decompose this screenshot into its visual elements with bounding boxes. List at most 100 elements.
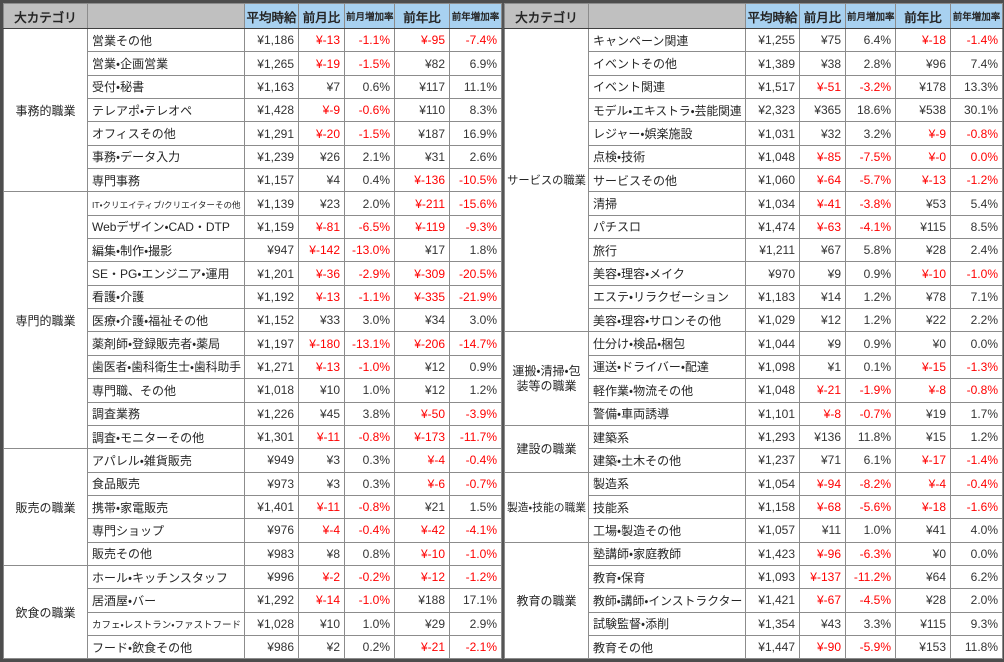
value-cell: ¥10 xyxy=(298,378,345,403)
value-cell: ¥-63 xyxy=(799,214,846,240)
value-cell: ¥-36 xyxy=(298,261,345,286)
subcategory-cell: 点検・技術 xyxy=(588,144,746,170)
value-cell: ¥1,389 xyxy=(745,51,800,76)
table-row: 調査業務 ¥1,226 ¥45 3.8% ¥-50 -3.9% xyxy=(4,401,502,426)
value-cell: ¥1,293 xyxy=(745,424,800,450)
table-row: 教師・講師・インストラクター ¥1,421 ¥-67 -4.5% ¥28 2.0% xyxy=(505,588,1003,613)
value-cell: ¥1,237 xyxy=(745,448,800,473)
subcategory-cell: 医療・介護・福祉その他 xyxy=(87,308,245,333)
value-cell: ¥4 xyxy=(298,168,345,193)
value-cell: 6.9% xyxy=(449,51,502,76)
value-cell: ¥8 xyxy=(298,541,345,566)
value-cell: ¥1,031 xyxy=(745,121,800,146)
value-cell: ¥-119 xyxy=(394,214,450,240)
value-cell: 6.1% xyxy=(845,448,896,473)
subcategory-cell: 居酒屋・バー xyxy=(87,588,245,613)
value-cell: ¥-309 xyxy=(394,261,450,286)
value-cell: -5.6% xyxy=(845,494,896,520)
subcategory-cell: 食品販売 xyxy=(87,471,245,496)
value-cell: ¥-8 xyxy=(895,378,951,403)
value-cell: -13.1% xyxy=(344,331,395,356)
value-cell: 4.0% xyxy=(950,518,1003,543)
value-cell: ¥-18 xyxy=(895,27,951,53)
table-row: 調査・モニターその他 ¥1,301 ¥-11 -0.8% ¥-173 -11.7% xyxy=(4,424,502,450)
subcategory-cell: キャンペーン関連 xyxy=(588,27,746,53)
table-row: 営業・企画営業 ¥1,265 ¥-19 -1.5% ¥82 6.9% xyxy=(4,51,502,76)
value-cell: ¥-41 xyxy=(799,191,846,216)
value-cell: -0.7% xyxy=(449,471,502,496)
value-cell: ¥53 xyxy=(895,191,951,216)
table-row: 専門職、その他 ¥1,018 ¥10 1.0% ¥12 1.2% xyxy=(4,378,502,403)
subcategory-cell: 美容・理容・メイク xyxy=(588,261,746,286)
table-body-left: 事務的職業 営業その他 ¥1,186 ¥-13 -1.1% ¥-95 -7.4% 営業・企画営… xyxy=(3,27,502,660)
value-cell: ¥10 xyxy=(298,611,345,636)
value-cell: ¥-13 xyxy=(298,354,345,380)
value-cell: ¥-142 xyxy=(298,238,345,263)
value-cell: ¥28 xyxy=(895,588,951,613)
value-cell: 0.9% xyxy=(845,261,896,286)
table-row: エステ・リラクゼーション ¥1,183 ¥14 1.2% ¥78 7.1% xyxy=(505,284,1003,310)
category-cell: 教育の職業 xyxy=(504,541,589,660)
value-cell: ¥26 xyxy=(298,144,345,170)
value-cell: ¥-42 xyxy=(394,518,450,543)
subcategory-cell: 教師・講師・インストラクター xyxy=(588,588,746,613)
value-cell: 0.2% xyxy=(344,634,395,660)
value-cell: ¥1,192 xyxy=(244,284,299,310)
subcategory-cell: 編集・制作・撮影 xyxy=(87,238,245,263)
value-cell: ¥-13 xyxy=(895,168,951,193)
value-cell: ¥-51 xyxy=(799,74,846,100)
value-cell: ¥43 xyxy=(799,611,846,636)
value-cell: ¥0 xyxy=(895,541,951,566)
value-cell: ¥12 xyxy=(799,308,846,333)
column-header: 平均時給 xyxy=(745,3,800,29)
value-cell: -1.5% xyxy=(344,121,395,146)
value-cell: -1.0% xyxy=(950,261,1003,286)
table-row: 旅行 ¥1,211 ¥67 5.8% ¥28 2.4% xyxy=(505,238,1003,263)
value-cell: ¥2,323 xyxy=(745,98,800,123)
table-row: 運搬・清掃・包装等の職業 仕分け・検品・梱包 ¥1,044 ¥9 0.9% ¥0 0.0% xyxy=(504,331,1003,426)
value-cell: 6.4% xyxy=(845,27,896,53)
value-cell: 11.8% xyxy=(950,634,1003,660)
table-row: 技能系 ¥1,158 ¥-68 -5.6% ¥-18 -1.6% xyxy=(505,494,1003,520)
value-cell: ¥1,152 xyxy=(244,308,299,333)
table-row: 教育・保育 ¥1,093 ¥-137 -11.2% ¥64 6.2% xyxy=(505,564,1003,590)
column-header: 前月比 xyxy=(799,3,846,29)
table-row: 教育の職業 塾講師・家庭教師 ¥1,423 ¥-96 -6.3% ¥0 0.0% xyxy=(504,541,1003,660)
table-row: 医療・介護・福祉その他 ¥1,152 ¥33 3.0% ¥34 3.0% xyxy=(4,308,502,333)
value-cell: ¥1,255 xyxy=(745,27,800,53)
value-cell: -1.2% xyxy=(449,564,502,590)
value-cell: ¥970 xyxy=(745,261,800,286)
subcategory-cell: 仕分け・検品・梱包 xyxy=(588,331,746,356)
subcategory-cell: Webデザイン・CAD・DTP xyxy=(87,214,245,240)
value-cell: ¥34 xyxy=(394,308,450,333)
value-cell: ¥1,301 xyxy=(244,424,299,450)
value-cell: -21.9% xyxy=(449,284,502,310)
column-header: 前月比 xyxy=(298,3,345,29)
value-cell: -0.8% xyxy=(950,121,1003,146)
value-cell: ¥178 xyxy=(895,74,951,100)
value-cell: ¥1,093 xyxy=(745,564,800,590)
value-cell: ¥96 xyxy=(895,51,951,76)
value-cell: ¥1,098 xyxy=(745,354,800,380)
table-row: テレアポ・テレオペ ¥1,428 ¥-9 -0.6% ¥110 8.3% xyxy=(4,98,502,123)
value-cell: ¥1,239 xyxy=(244,144,299,170)
column-header-subcategory xyxy=(87,3,245,29)
value-cell: ¥-81 xyxy=(298,214,345,240)
subcategory-cell: 技能系 xyxy=(588,494,746,520)
value-cell: 0.1% xyxy=(845,354,896,380)
value-cell: ¥1,201 xyxy=(244,261,299,286)
subcategory-cell: 工場・製造その他 xyxy=(588,518,746,543)
value-cell: ¥949 xyxy=(244,448,299,473)
column-header: 前年増加率 xyxy=(449,3,502,29)
table-row: 編集・制作・撮影 ¥947 ¥-142 -13.0% ¥17 1.8% xyxy=(4,238,502,263)
value-cell: -0.2% xyxy=(344,564,395,590)
value-cell: 7.4% xyxy=(950,51,1003,76)
value-cell: ¥64 xyxy=(895,564,951,590)
value-cell: ¥-2 xyxy=(298,564,345,590)
table-row: 美容・理容・サロンその他 ¥1,029 ¥12 1.2% ¥22 2.2% xyxy=(505,308,1003,333)
value-cell: ¥136 xyxy=(799,424,846,450)
table-row: 建設の職業 建築系 ¥1,293 ¥136 11.8% ¥15 1.2% xyxy=(504,424,1003,473)
table-row: 食品販売 ¥973 ¥3 0.3% ¥-6 -0.7% xyxy=(4,471,502,496)
value-cell: 2.0% xyxy=(950,588,1003,613)
